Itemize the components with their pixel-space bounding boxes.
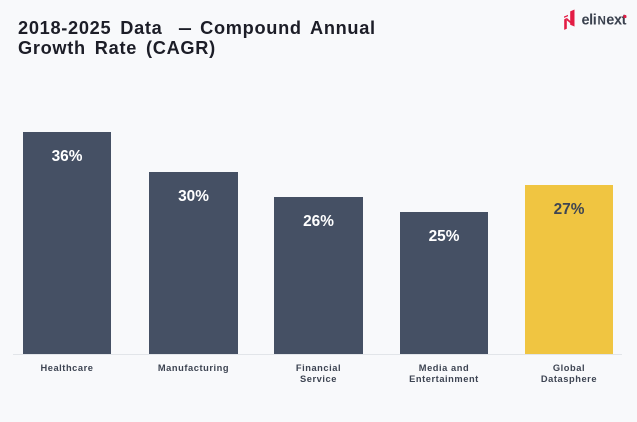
svg-text:eli: eli xyxy=(582,13,597,29)
svg-text:N: N xyxy=(598,15,606,28)
svg-text:ext: ext xyxy=(606,13,626,29)
